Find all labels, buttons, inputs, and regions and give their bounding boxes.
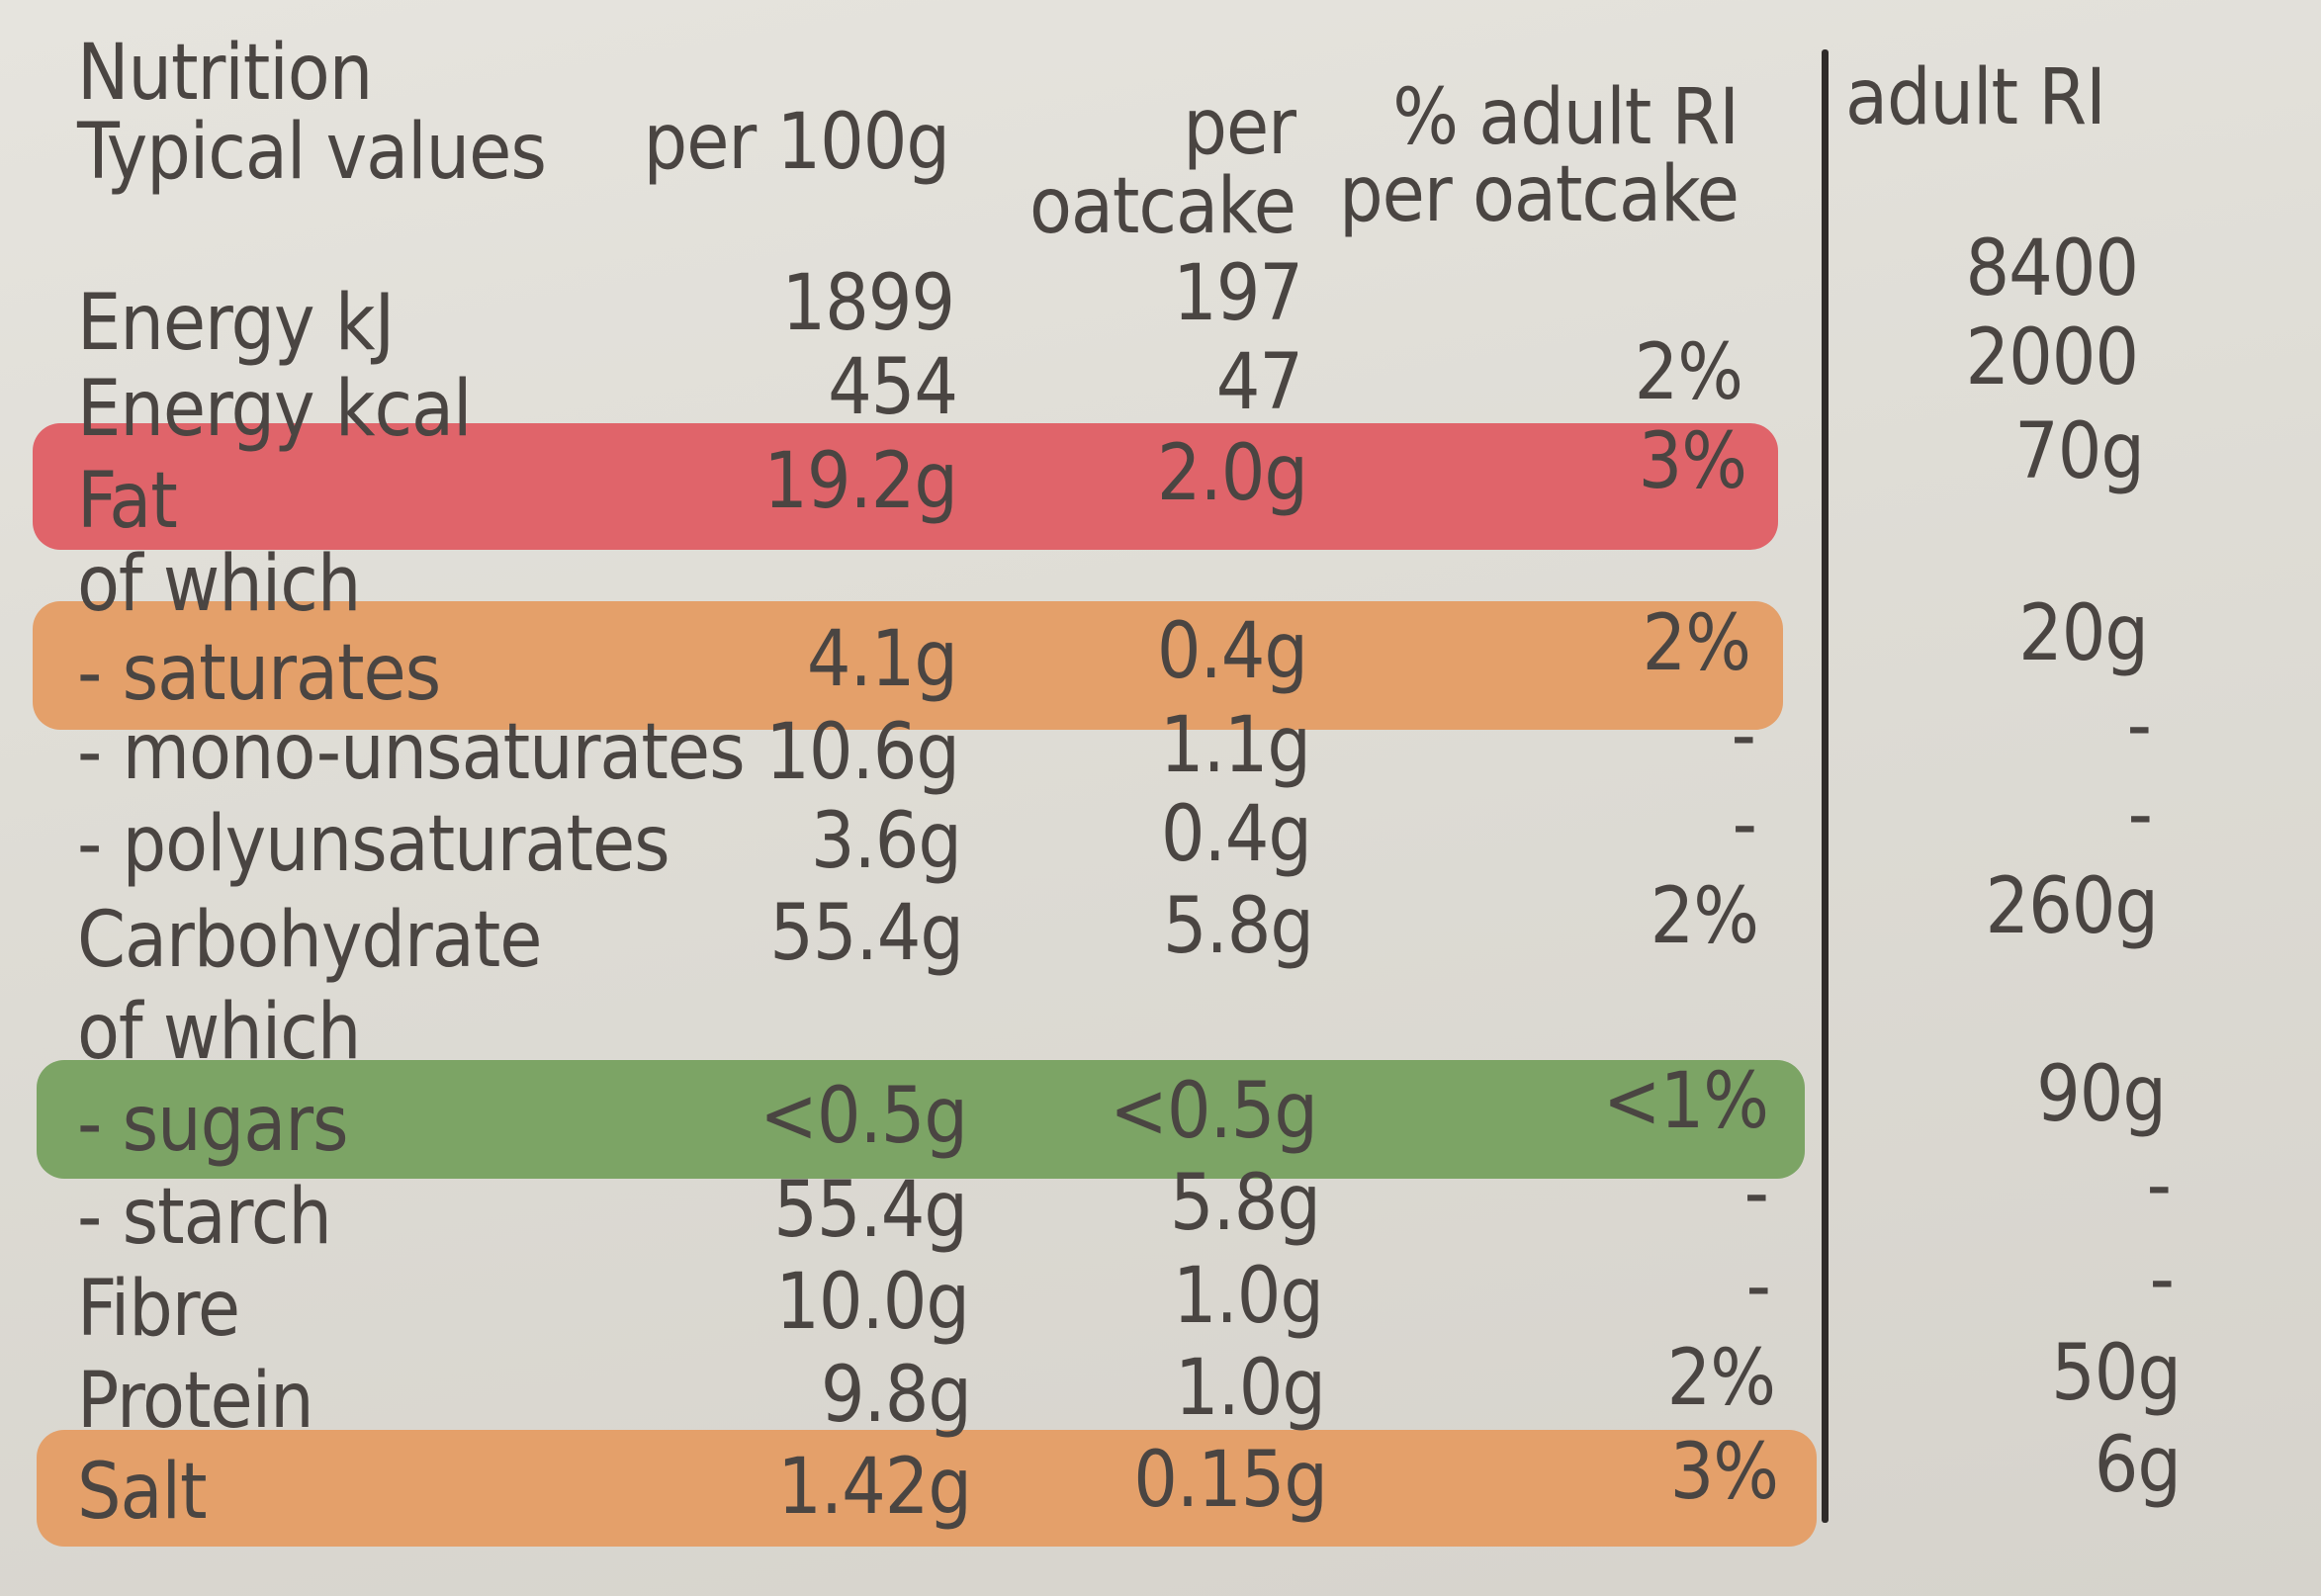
table-title: Nutrition bbox=[77, 29, 373, 118]
row-adult-ri: 260g bbox=[1985, 862, 2159, 951]
row-label: - sugars bbox=[77, 1080, 349, 1169]
row-per-100g: 10.6g bbox=[765, 708, 960, 797]
row-per-100g: <0.5g bbox=[759, 1072, 968, 1161]
row-per-100g: 10.0g bbox=[775, 1258, 970, 1347]
fat-highlight-band bbox=[33, 423, 1778, 550]
row-ri-percent: 3% bbox=[1638, 417, 1747, 506]
row-per-oatcake: 197 bbox=[1173, 249, 1303, 338]
row-label: - mono-unsaturates bbox=[77, 708, 746, 797]
row-per-100g: 19.2g bbox=[763, 437, 958, 526]
row-per-oatcake: 0.4g bbox=[1160, 790, 1312, 879]
row-ri-percent: <1% bbox=[1602, 1057, 1769, 1146]
row-label: Fibre bbox=[77, 1265, 240, 1354]
row-ri-percent: 3% bbox=[1669, 1428, 1779, 1517]
salt-highlight-band bbox=[37, 1430, 1817, 1547]
row-per-oatcake: 0.15g bbox=[1133, 1436, 1328, 1525]
sugars-highlight-band bbox=[37, 1060, 1805, 1179]
row-label: Salt bbox=[77, 1448, 208, 1537]
row-per-100g: 4.1g bbox=[806, 615, 958, 704]
row-label: Energy kcal bbox=[77, 365, 473, 454]
column-header-ri-percent-line1: % adult RI bbox=[1392, 73, 1740, 162]
row-per-oatcake: 1.0g bbox=[1174, 1344, 1326, 1433]
row-per-100g: 3.6g bbox=[810, 797, 962, 886]
row-adult-ri: 70g bbox=[2014, 407, 2145, 496]
row-label: Fat bbox=[77, 457, 178, 546]
row-label: - starch bbox=[77, 1173, 332, 1262]
row-per-oatcake: 5.8g bbox=[1162, 882, 1314, 971]
row-per-100g: 1.42g bbox=[777, 1443, 972, 1532]
row-ri-percent: 2% bbox=[1634, 328, 1743, 417]
row-per-oatcake: 1.1g bbox=[1159, 701, 1311, 790]
column-header-ri-percent-line2: per oatcake bbox=[1339, 150, 1740, 239]
column-header-per-100g: per 100g bbox=[643, 98, 950, 187]
row-per-100g: 55.4g bbox=[769, 889, 964, 978]
saturates-highlight-band bbox=[33, 601, 1783, 730]
row-ri-percent: 2% bbox=[1650, 872, 1759, 961]
row-per-100g: 55.4g bbox=[773, 1166, 968, 1255]
row-ri-percent: - bbox=[1731, 691, 1756, 780]
row-label: - polyunsaturates bbox=[77, 800, 670, 889]
row-adult-ri: - bbox=[2149, 1235, 2175, 1324]
row-label: Protein bbox=[77, 1357, 314, 1446]
row-adult-ri: 2000 bbox=[1965, 313, 2139, 402]
row-per-oatcake: 0.4g bbox=[1156, 607, 1308, 696]
row-ri-percent: - bbox=[1743, 1149, 1769, 1238]
column-header-label: Typical values bbox=[77, 108, 547, 197]
column-divider bbox=[1822, 49, 1829, 1523]
row-adult-ri: - bbox=[2126, 681, 2152, 770]
row-adult-ri: - bbox=[2127, 770, 2153, 859]
row-label: Carbohydrate bbox=[77, 896, 542, 985]
row-ri-percent: 2% bbox=[1666, 1334, 1776, 1423]
column-header-per-oatcake-line1: per bbox=[1183, 83, 1296, 172]
row-per-oatcake: 5.8g bbox=[1169, 1159, 1321, 1248]
row-label: of which bbox=[77, 988, 361, 1077]
row-label: of which bbox=[77, 540, 361, 629]
row-adult-ri: 50g bbox=[2051, 1329, 2182, 1418]
row-per-oatcake: 2.0g bbox=[1156, 429, 1308, 518]
row-adult-ri: 90g bbox=[2036, 1050, 2167, 1139]
row-adult-ri: 20g bbox=[2018, 589, 2149, 678]
row-per-oatcake: 47 bbox=[1215, 338, 1303, 427]
column-header-per-oatcake-line2: oatcake bbox=[1028, 162, 1296, 251]
row-adult-ri: 8400 bbox=[1965, 224, 2139, 313]
row-per-100g: 454 bbox=[828, 343, 958, 432]
row-ri-percent: - bbox=[1745, 1242, 1771, 1331]
row-ri-percent: - bbox=[1732, 780, 1757, 869]
row-label: Energy kJ bbox=[77, 279, 395, 368]
row-adult-ri: - bbox=[2146, 1141, 2172, 1230]
row-per-100g: 1899 bbox=[781, 259, 955, 348]
row-per-100g: 9.8g bbox=[820, 1351, 972, 1440]
row-ri-percent: 2% bbox=[1642, 599, 1751, 688]
row-per-oatcake: <0.5g bbox=[1110, 1067, 1318, 1156]
column-header-adult-ri: adult RI bbox=[1845, 53, 2106, 142]
row-label: - saturates bbox=[77, 629, 441, 718]
row-adult-ri: 6g bbox=[2094, 1421, 2182, 1510]
row-per-oatcake: 1.0g bbox=[1172, 1252, 1324, 1341]
